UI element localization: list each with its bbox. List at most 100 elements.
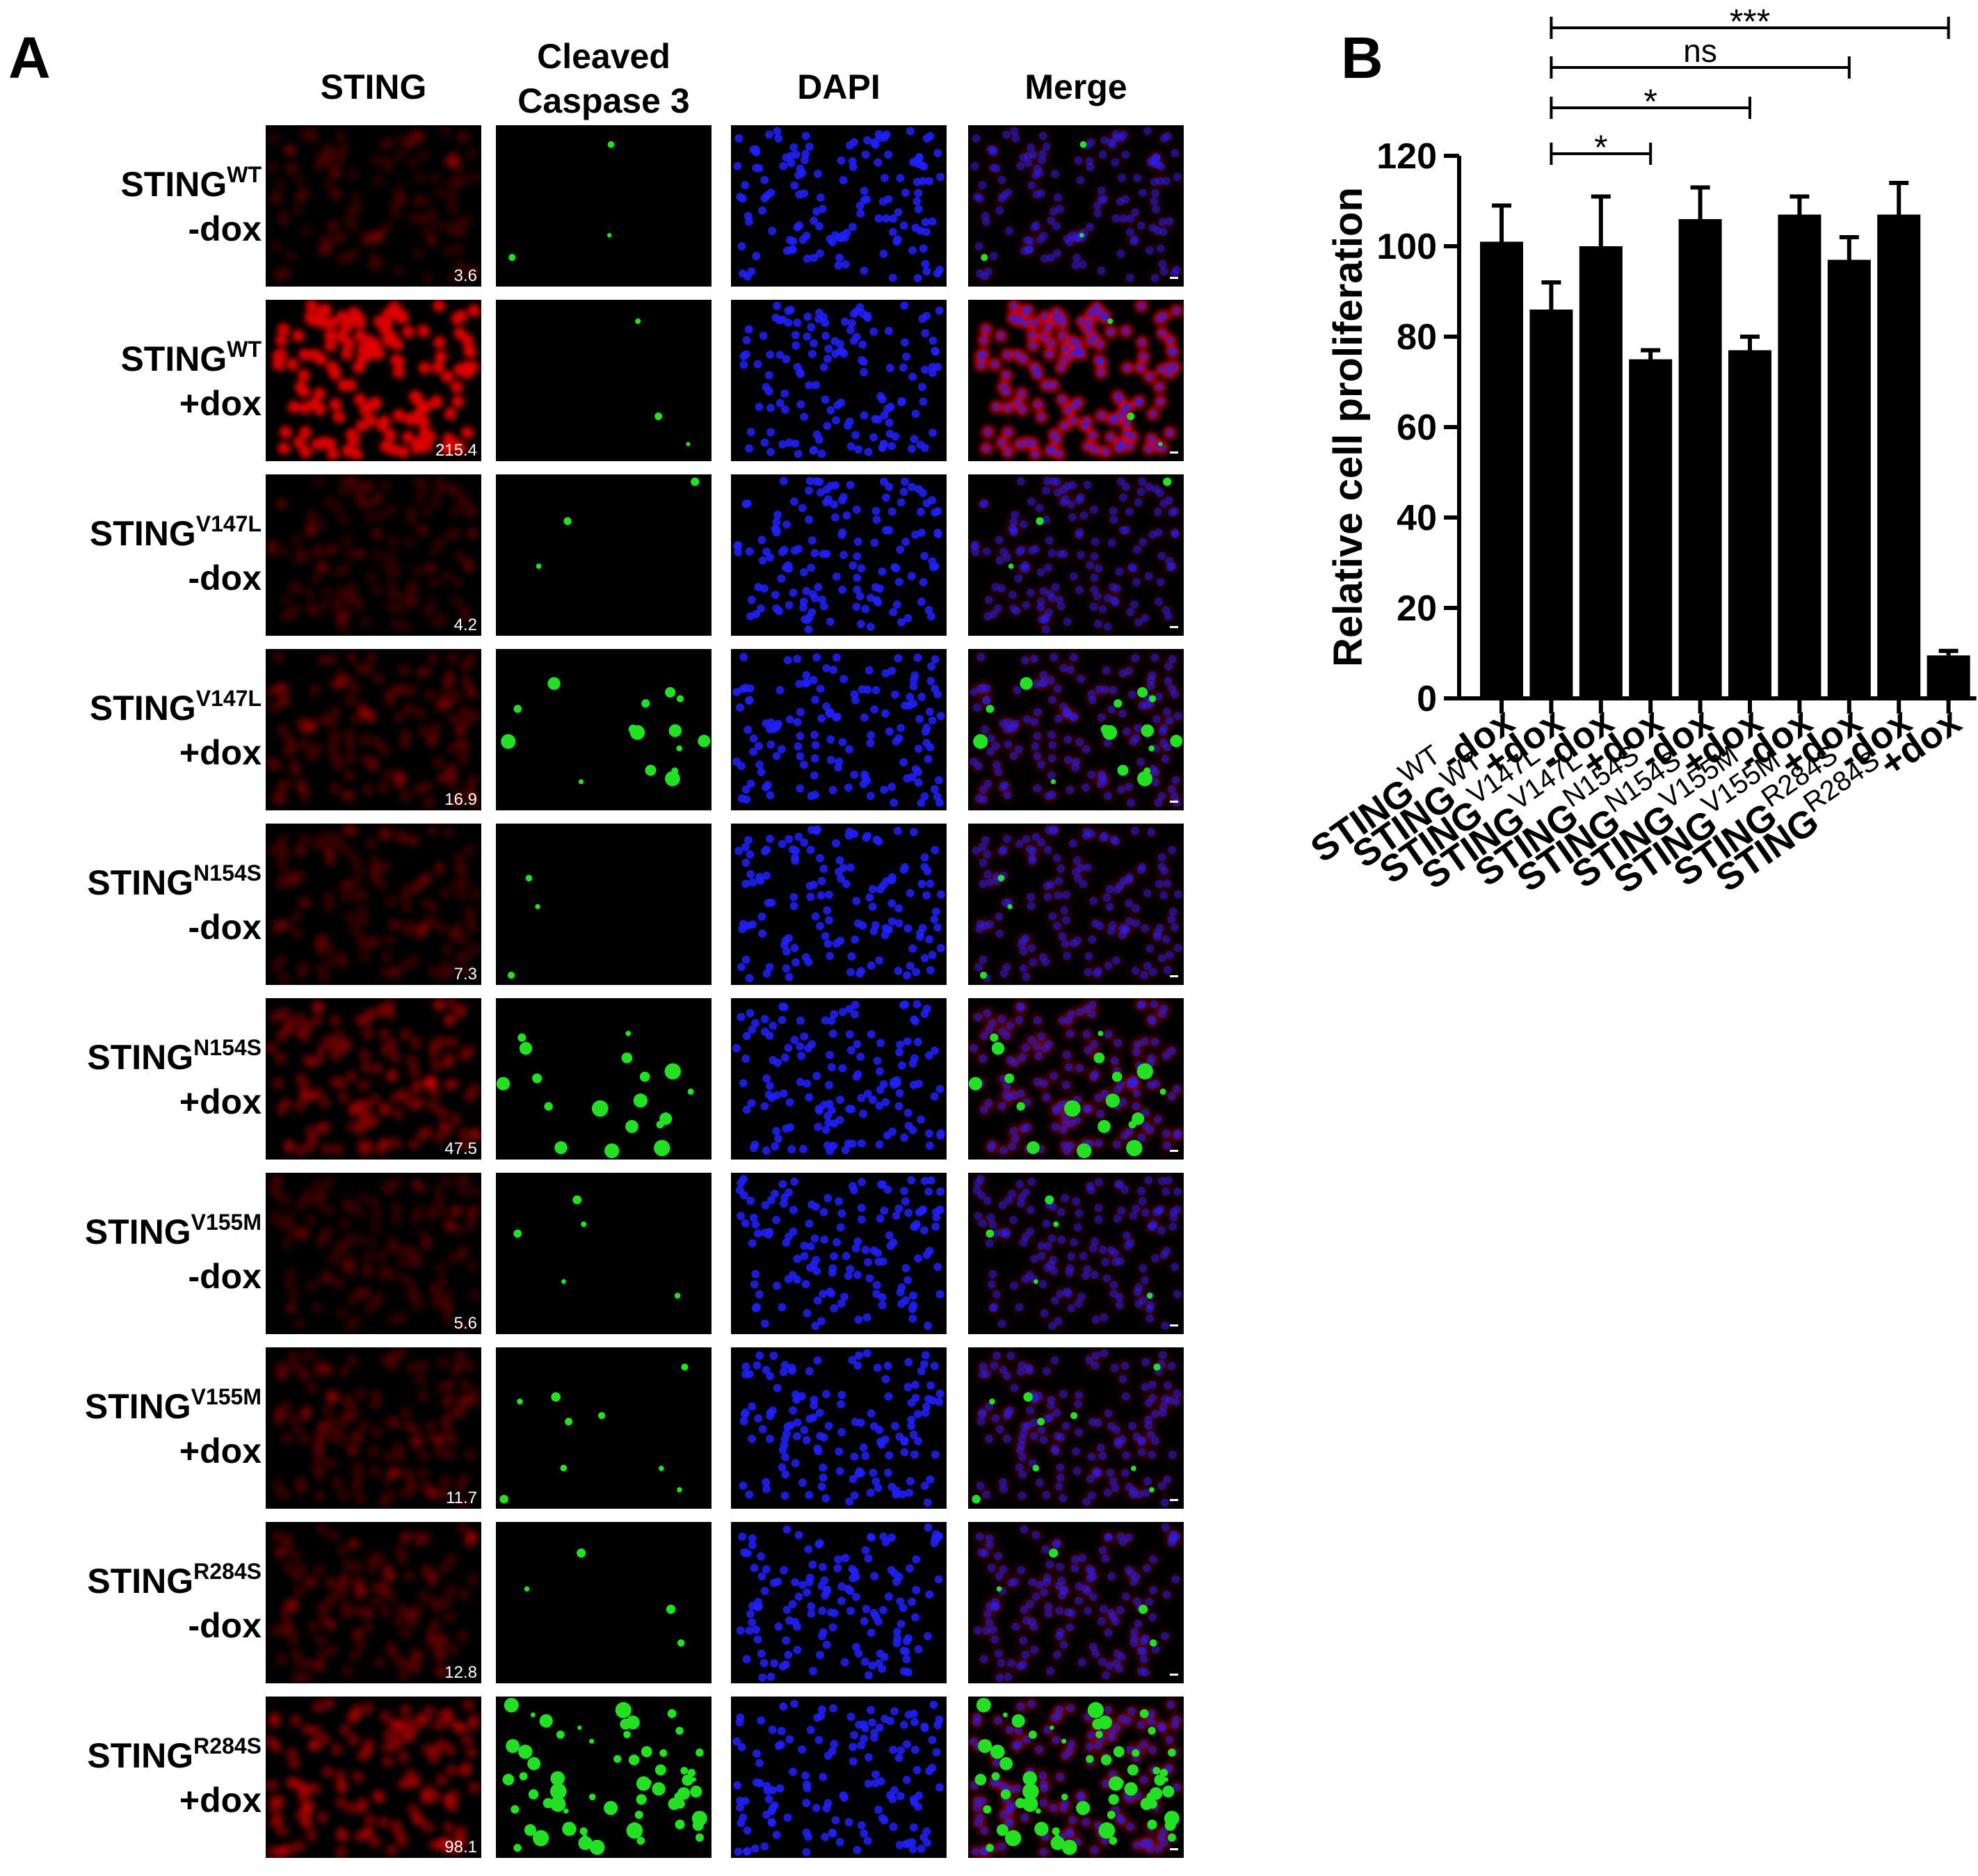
caspase-image xyxy=(496,998,711,1160)
row-label-condition: +dox xyxy=(179,1082,262,1121)
sting-intensity-value: 215.4 xyxy=(435,441,477,460)
caspase-image xyxy=(496,300,711,461)
row-label-condition: -dox xyxy=(188,908,262,947)
column-header: Caspase 3 xyxy=(517,81,689,120)
bar xyxy=(1877,214,1921,698)
column-header: Merge xyxy=(1024,67,1127,106)
merge-image xyxy=(968,300,1184,461)
dapi-image xyxy=(731,1347,947,1509)
scale-bar xyxy=(1170,277,1178,279)
dapi-image xyxy=(731,474,947,636)
scale-bar xyxy=(1170,1674,1178,1676)
image-background xyxy=(731,300,947,461)
row-label-genotype: STINGV155M xyxy=(85,1384,262,1426)
row-label-condition: -dox xyxy=(188,1606,262,1645)
sting-intensity-value: 16.9 xyxy=(444,790,477,809)
row-label-condition: +dox xyxy=(179,1432,262,1470)
sting-image: 5.6 xyxy=(266,1173,481,1334)
row-label-genotype: STINGN154S xyxy=(87,1035,262,1077)
panel-a-column-headers: STING Cleaved Caspase 3 DAPI Merge xyxy=(321,37,1127,120)
y-tick-label: 0 xyxy=(1417,679,1437,719)
bar xyxy=(1827,259,1871,698)
image-background xyxy=(496,998,711,1160)
caspase-image xyxy=(496,1697,711,1858)
dapi-image xyxy=(731,649,947,810)
merge-image xyxy=(968,824,1184,985)
y-tick-label: 60 xyxy=(1397,408,1437,448)
bar xyxy=(1629,359,1673,698)
caspase-image xyxy=(496,125,711,287)
sting-image: 215.4 xyxy=(266,300,481,461)
y-tick-label: 20 xyxy=(1397,588,1437,629)
merge-image xyxy=(968,1173,1184,1334)
row-label-genotype: STINGR284S xyxy=(87,1733,262,1775)
dapi-image xyxy=(731,1697,947,1858)
row-label-condition: -dox xyxy=(188,1257,262,1296)
y-axis-label: Relative cell proliferation xyxy=(1326,187,1371,667)
caspase-image xyxy=(496,474,711,636)
sting-intensity-value: 47.5 xyxy=(444,1139,477,1158)
image-background xyxy=(496,474,711,636)
dapi-image xyxy=(731,1173,947,1334)
dapi-image xyxy=(731,824,947,985)
image-background xyxy=(496,1347,711,1509)
sting-image: 12.8 xyxy=(266,1522,481,1683)
significance-label: *** xyxy=(1730,2,1770,41)
image-background xyxy=(496,1522,711,1683)
significance-label: * xyxy=(1594,128,1607,167)
image-background xyxy=(496,300,711,461)
sting-image: 47.5 xyxy=(266,998,481,1160)
row-label-condition: +dox xyxy=(179,384,262,423)
sting-intensity-value: 11.7 xyxy=(446,1489,477,1507)
row-label-condition: +dox xyxy=(179,733,262,772)
sting-intensity-value: 3.6 xyxy=(454,266,477,285)
merge-image xyxy=(968,1697,1184,1858)
dapi-image xyxy=(731,125,947,287)
row-label-genotype: STINGV155M xyxy=(85,1210,262,1251)
bar xyxy=(1678,219,1722,698)
column-header: STING xyxy=(321,67,427,106)
merge-image xyxy=(968,125,1184,287)
image-background xyxy=(496,824,711,985)
sting-image: 3.6 xyxy=(266,125,481,287)
bar xyxy=(1778,214,1822,698)
scale-bar xyxy=(1170,451,1178,454)
sting-intensity-value: 7.3 xyxy=(454,965,477,984)
scale-bar xyxy=(1170,1848,1178,1850)
significance-label: ns xyxy=(1683,33,1717,69)
column-header: Cleaved xyxy=(537,37,670,76)
image-background xyxy=(496,1173,711,1334)
sting-image: 16.9 xyxy=(266,649,481,810)
bar xyxy=(1480,241,1523,698)
scale-bar xyxy=(1170,1150,1178,1152)
scale-bar xyxy=(1170,1499,1178,1501)
caspase-image xyxy=(496,1173,711,1334)
caspase-image xyxy=(496,1522,711,1683)
scale-bar xyxy=(1170,801,1178,803)
merge-image xyxy=(968,474,1184,636)
sting-image: 4.2 xyxy=(266,474,481,636)
row-label-genotype: STINGV147L xyxy=(90,511,262,553)
row-label-condition: -dox xyxy=(188,209,262,248)
bar xyxy=(1579,246,1623,698)
merge-image xyxy=(968,1522,1184,1683)
y-tick-label: 80 xyxy=(1397,317,1437,358)
column-header: DAPI xyxy=(797,67,880,106)
caspase-image xyxy=(496,824,711,985)
row-label-condition: -dox xyxy=(188,559,262,598)
merge-image xyxy=(968,1347,1184,1509)
bar xyxy=(1927,655,1970,698)
dapi-image xyxy=(731,1522,947,1683)
sting-intensity-value: 12.8 xyxy=(444,1663,477,1682)
sting-image: 7.3 xyxy=(266,824,481,985)
y-tick-label: 40 xyxy=(1397,498,1437,538)
sting-intensity-value: 98.1 xyxy=(444,1838,477,1857)
image-background xyxy=(731,1697,947,1858)
bar xyxy=(1728,350,1771,698)
row-label-condition: +dox xyxy=(179,1781,262,1820)
caspase-image xyxy=(496,1347,711,1509)
merge-image xyxy=(968,998,1184,1160)
row-label-genotype: STINGN154S xyxy=(87,860,262,902)
